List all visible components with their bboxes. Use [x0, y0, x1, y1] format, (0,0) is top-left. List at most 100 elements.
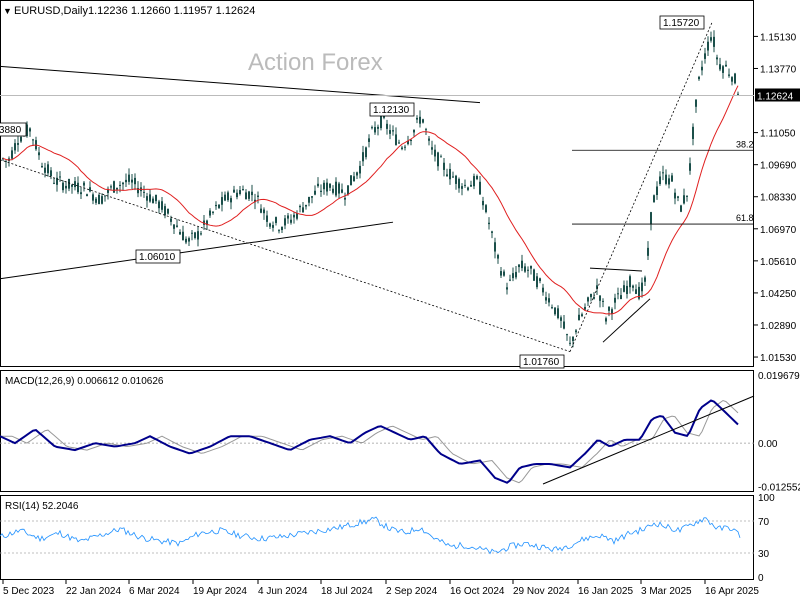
candle-body: [185, 238, 187, 243]
candle-body: [308, 196, 310, 203]
candle-body: [59, 176, 61, 178]
date-tick-label: 16 Oct 2024: [450, 586, 505, 597]
candle-body: [350, 175, 352, 186]
candle-body: [506, 287, 508, 290]
candle-body: [374, 127, 376, 133]
upper-channel-trendline: [0, 65, 481, 104]
candle-body: [299, 205, 301, 208]
price-tick-label: 1.06970: [760, 225, 797, 236]
rsi-title: RSI(14) 52.2046: [5, 501, 79, 512]
candle-body: [557, 308, 559, 319]
candle-body: [443, 162, 445, 170]
candle-body: [644, 277, 646, 282]
date-tick-label: 18 Jul 2024: [321, 586, 373, 597]
candle-body: [518, 264, 520, 268]
candle-body: [317, 183, 319, 187]
macd-signal-line: [0, 399, 739, 484]
candle-body: [692, 126, 694, 139]
candle-body: [467, 187, 469, 190]
symbol-label: EURUSD,Daily: [14, 5, 88, 17]
candle-body: [665, 174, 667, 184]
candle-body: [191, 232, 193, 234]
candle-body: [428, 138, 430, 141]
candle-body: [458, 178, 460, 189]
date-tick-label: 16 Apr 2025: [705, 586, 759, 597]
candle-body: [272, 225, 274, 228]
candle-body: [26, 124, 28, 137]
candle-body: [143, 191, 145, 193]
macd-chart: [0, 395, 755, 485]
candle-body: [725, 64, 727, 67]
candle-body: [326, 182, 328, 192]
rsi-tick-label: 0: [758, 573, 764, 584]
price-tick-label: 1.05610: [760, 257, 797, 268]
dropdown-icon[interactable]: ▼: [3, 6, 12, 16]
candle-body: [362, 152, 364, 162]
candle-body: [581, 314, 583, 317]
candle-body: [638, 286, 640, 299]
candle-body: [446, 174, 448, 177]
candle-body: [611, 309, 613, 314]
level-label-box: [135, 249, 181, 264]
candle-body: [560, 317, 562, 321]
candle-body: [281, 226, 283, 231]
candle-body: [389, 130, 391, 134]
level-label: 1.13880: [0, 125, 22, 136]
candle-body: [476, 175, 478, 180]
candle-body: [515, 271, 517, 278]
candle-body: [599, 295, 601, 301]
candle-body: [434, 149, 436, 157]
candle-body: [380, 114, 382, 129]
candle-body: [95, 198, 97, 203]
candle-body: [674, 192, 676, 199]
level-label-box: [659, 15, 705, 30]
candle-body: [365, 147, 367, 158]
rsi-chart: [0, 516, 754, 555]
price-tick-label: 1.09690: [760, 161, 797, 172]
candle-body: [68, 178, 70, 189]
candle-body: [656, 186, 658, 196]
candle-body: [263, 209, 265, 214]
candle-body: [479, 181, 481, 195]
candle-body: [290, 219, 292, 223]
candle-body: [671, 175, 673, 182]
watermark: Action Forex: [248, 49, 383, 76]
candle-body: [527, 269, 529, 271]
candle-body: [497, 255, 499, 259]
candle-body: [548, 298, 550, 303]
candle-body: [536, 276, 538, 288]
price-tick-label: 1.15130: [760, 32, 797, 43]
price-tick-label: 1.12624: [757, 91, 794, 102]
candle-body: [212, 211, 214, 213]
fib-level-label: 38.2: [736, 139, 754, 149]
candle-body: [209, 210, 211, 216]
dashed-trendline-down: [0, 159, 571, 352]
candle-body: [158, 201, 160, 209]
candle-body: [383, 115, 385, 118]
level-label-box: [0, 122, 27, 137]
candle-body: [482, 200, 484, 206]
candle-body: [731, 77, 733, 82]
candle-body: [695, 99, 697, 107]
candle-body: [32, 139, 34, 141]
candle-body: [236, 192, 238, 198]
candle-body: [614, 297, 616, 303]
macd-title: MACD(12,26,9) 0.006612 0.010626: [5, 376, 164, 387]
candle-body: [230, 198, 232, 203]
candle-body: [332, 188, 334, 193]
candle-body: [353, 176, 355, 182]
candle-body: [65, 185, 67, 189]
candle-body: [152, 198, 154, 204]
candle-body: [683, 195, 685, 204]
rsi-tick-label: 30: [758, 549, 770, 560]
candle-body: [371, 127, 373, 129]
candle-body: [707, 41, 709, 51]
candle-body: [572, 336, 574, 342]
candle-body: [356, 172, 358, 176]
candle-body: [56, 177, 58, 185]
candle-body: [395, 134, 397, 145]
candle-body: [20, 136, 22, 142]
candle-body: [701, 66, 703, 71]
candle-body: [419, 116, 421, 124]
